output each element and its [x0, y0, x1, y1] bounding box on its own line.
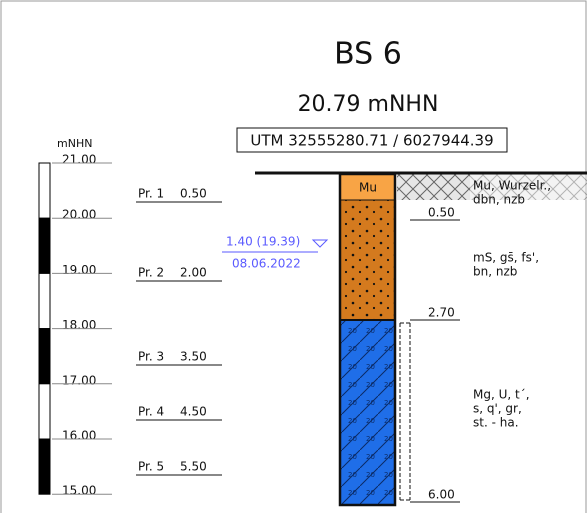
- layer: [340, 174, 395, 200]
- tick-label: 16.00: [62, 429, 96, 443]
- utm: UTM 32555280.71 / 6027944.39: [250, 132, 493, 150]
- tick-label: 17.00: [62, 373, 96, 387]
- water-depth: 1.40 (19.39): [226, 235, 300, 249]
- layer-bottom: 0.50: [428, 206, 455, 220]
- layer-description: mS, gs̄, fs',: [473, 251, 539, 265]
- sample-depth: 2.00: [180, 266, 207, 280]
- scale-segment: [38, 438, 51, 495]
- layer-description: dbn, nzb: [473, 193, 525, 207]
- sample-depth: 0.50: [180, 187, 207, 201]
- water-date: 08.06.2022: [232, 257, 301, 271]
- scale-segment: [38, 217, 51, 274]
- layer-description: s, q', gr,: [473, 402, 522, 416]
- casing: [399, 322, 411, 501]
- scale-segment: [38, 162, 51, 219]
- scale-segment: [38, 383, 51, 440]
- scale-segment: [38, 328, 51, 385]
- layer-bottom: 2.70: [428, 306, 455, 320]
- layer-description: Mg, U, t´,: [473, 388, 530, 402]
- tick-label: 19.00: [62, 263, 96, 277]
- sample-depth: 3.50: [180, 350, 207, 364]
- elevation: 20.79 mNHN: [298, 92, 439, 117]
- water-symbol: [311, 239, 329, 248]
- layer: [340, 200, 395, 320]
- sample-name: Pr. 3: [138, 350, 164, 364]
- sample-depth: 5.50: [180, 460, 207, 474]
- layer: [340, 320, 395, 505]
- tick-label: 15.00: [62, 484, 96, 498]
- utm-box: [236, 127, 508, 153]
- layer-description: st. - ha.: [473, 416, 519, 430]
- layer-bottom: 6.00: [428, 488, 455, 502]
- tick-label: 18.00: [62, 318, 96, 332]
- sample-name: Pr. 4: [138, 405, 164, 419]
- sample-name: Pr. 5: [138, 460, 164, 474]
- sample-name: Pr. 1: [138, 187, 164, 201]
- layer-description: Mu, Wurzelr.,: [473, 179, 551, 193]
- scale-segment: [38, 272, 51, 330]
- sample-depth: 4.50: [180, 405, 207, 419]
- layer-description: bn, nzb: [473, 265, 517, 279]
- topsoil-symbol: [397, 174, 470, 200]
- layer-code: Mu: [359, 181, 377, 195]
- topsoil-symbol: [470, 174, 587, 200]
- title: BS 6: [334, 37, 402, 72]
- tick-label: 20.00: [62, 208, 96, 222]
- sample-name: Pr. 2: [138, 266, 164, 280]
- axis-unit: mNHN: [57, 137, 92, 150]
- tick-label: 21.00: [62, 153, 96, 167]
